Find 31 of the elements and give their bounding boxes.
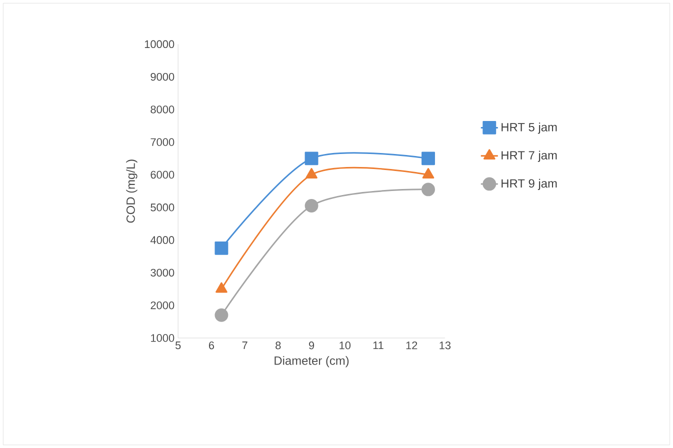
point [214, 308, 228, 322]
x-tick-label: 10 [340, 341, 351, 350]
legend-label: HRT 9 jam [502, 178, 557, 190]
y-tick-label: 2000 [150, 301, 174, 310]
x-tick-label: 9 [308, 341, 314, 350]
legend-label: HRT 5 jam [502, 122, 557, 134]
x-tick-label: 8 [276, 341, 281, 350]
y-tick-label: 6000 [150, 170, 174, 179]
x-tick-label: 5 [175, 341, 181, 350]
y-tick-label: 4000 [150, 236, 174, 244]
x-tick-label: 6 [208, 341, 214, 350]
point [216, 282, 228, 293]
x-tick-label: 12 [406, 341, 418, 350]
y-tick-label: 9000 [150, 72, 174, 81]
point [214, 241, 228, 255]
y-tick-label: 5000 [150, 203, 174, 212]
y-tick-label: 8000 [150, 106, 174, 114]
x-tick-label: 7 [242, 341, 248, 349]
point [422, 182, 435, 196]
x-tick-label: 13 [440, 341, 451, 350]
x-tick-label: 11 [373, 341, 384, 349]
y-tick-label: 1000 [151, 334, 174, 342]
point [422, 152, 435, 166]
y-tick-label: 3000 [150, 268, 174, 277]
y-tick-label: 10000 [144, 40, 174, 48]
legend-label: HRT 7 jam [502, 150, 557, 162]
y-axis-title: COD (mg/L) [126, 160, 138, 223]
point [304, 198, 318, 212]
x-axis-title: Diameter (cm) [274, 356, 349, 368]
y-tick-label: 7000 [150, 138, 174, 146]
point [304, 152, 318, 166]
